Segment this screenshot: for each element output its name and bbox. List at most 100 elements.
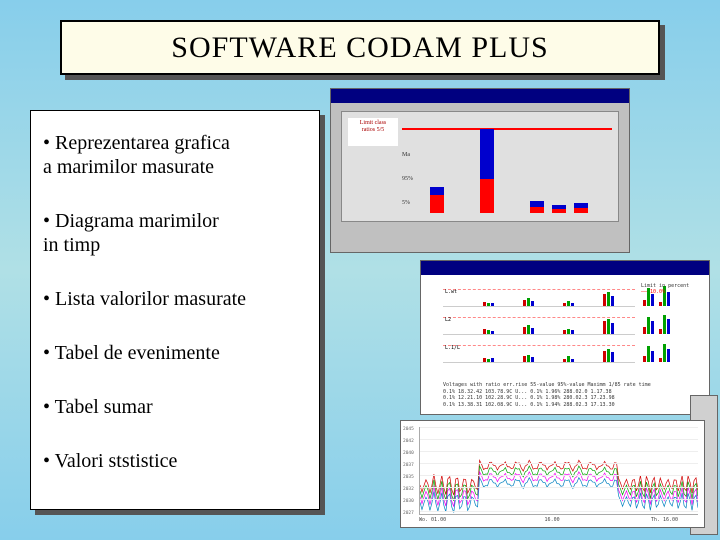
chart2-bar xyxy=(667,319,670,334)
chart2-bar xyxy=(603,351,606,362)
chart2-bar xyxy=(663,344,666,362)
chart2-bar xyxy=(531,301,534,306)
ytick: Ma xyxy=(402,152,432,158)
chart2-panel: L2 xyxy=(443,311,635,335)
bullet-item: • Valori ststistice xyxy=(43,449,309,473)
chart2-bar xyxy=(567,329,570,334)
chart2-bar xyxy=(643,300,646,306)
chart2-bar xyxy=(611,296,614,306)
ytick: 2045 xyxy=(403,427,414,432)
ytick: 2030 xyxy=(403,499,414,504)
chart1-bar xyxy=(480,129,494,213)
chart2-bar xyxy=(523,327,526,334)
chart2-bar xyxy=(527,325,530,334)
chart2-bar xyxy=(523,300,526,306)
chart1-limit-line xyxy=(402,128,612,130)
chart2-bar xyxy=(611,352,614,362)
ytick: 95% xyxy=(402,176,432,182)
chart2-bar xyxy=(523,356,526,362)
chart1-bar xyxy=(552,205,566,213)
chart2-bar xyxy=(487,359,490,362)
bullet-item: • Tabel de evenimente xyxy=(43,341,309,365)
chart2-bar xyxy=(667,349,670,362)
chart2-bar xyxy=(531,357,534,362)
chart2-bar xyxy=(651,321,654,334)
chart2-bar xyxy=(563,303,566,306)
chart2-bar xyxy=(563,359,566,362)
chart2-bar xyxy=(491,358,494,362)
chart1-legend: Limit class ratios 5/5 xyxy=(348,118,398,146)
bullet-item: • Reprezentarea grafica a marimilor masu… xyxy=(43,131,309,179)
ytick: 2027 xyxy=(403,511,414,516)
chart2-bar xyxy=(483,302,486,306)
chart2-bar xyxy=(647,346,650,362)
chart2-area: L.wt L2 L.1/L Limit in percent —— 10.0% Vo… xyxy=(425,277,705,410)
chart2-footer-text: Voltages with ratio err.rise 55-value 95… xyxy=(443,382,695,408)
chart2-bar xyxy=(563,330,566,334)
ytick: 2042 xyxy=(403,439,414,444)
chart2-bar xyxy=(607,292,610,306)
chart2-bar xyxy=(659,358,662,362)
title-box: SOFTWARE CODAM PLUS xyxy=(60,20,660,75)
chart2-bar xyxy=(663,315,666,334)
chart2-bar xyxy=(571,359,574,362)
chart2-bar xyxy=(651,351,654,362)
chart2-bar xyxy=(643,356,646,362)
chart2-bar xyxy=(531,328,534,334)
bullets-panel: • Reprezentarea grafica a marimilor masu… xyxy=(30,110,320,510)
chart2-bar xyxy=(571,330,574,334)
chart3-plot-area xyxy=(419,427,698,515)
xtick: 16.00 xyxy=(545,517,560,523)
chart2-bar xyxy=(659,329,662,334)
chart3-series xyxy=(420,460,698,495)
chart2-bar xyxy=(611,323,614,334)
chart3-series xyxy=(420,466,698,501)
label: —— 10.0% xyxy=(641,289,701,295)
chart2-bar xyxy=(647,317,650,334)
chart2-bar xyxy=(603,294,606,306)
ytick: 2035 xyxy=(403,475,414,480)
chart2-bar xyxy=(571,303,574,306)
chart2-bar xyxy=(567,356,570,362)
chart2-bar xyxy=(651,294,654,306)
chart2-bar xyxy=(643,327,646,334)
chart3-svg xyxy=(420,427,698,514)
xtick: Wo. 01.00 xyxy=(419,517,446,523)
chart3-xticks: Wo. 01.00 16.00 Th. 16.00 xyxy=(419,517,698,527)
chart3-yticks: 2045 2042 2040 2037 2035 2032 2030 2027 xyxy=(403,427,417,515)
chart2-panel: L.1/L xyxy=(443,339,635,363)
chart2-bar xyxy=(487,330,490,334)
chart2-bar xyxy=(483,329,486,334)
slide-title: SOFTWARE CODAM PLUS xyxy=(171,31,548,65)
ytick: 2037 xyxy=(403,463,414,468)
ytick: 5% xyxy=(402,200,432,206)
chart1-yaxis: Ma 95% 5% xyxy=(402,152,432,213)
screenshot-bar-chart: Limit class ratios 5/5 Ma 95% 5% xyxy=(330,88,630,253)
bullet-item: • Lista valorilor masurate xyxy=(43,287,309,311)
chart1-bar xyxy=(574,203,588,213)
chart1-plot-area: Limit class ratios 5/5 Ma 95% 5% xyxy=(341,111,619,222)
screenshot-multi-panel: L.wt L2 L.1/L Limit in percent —— 10.0% Vo… xyxy=(420,260,710,415)
chart2-bar xyxy=(527,355,530,362)
xtick: Th. 16.00 xyxy=(651,517,678,523)
ytick: 2040 xyxy=(403,451,414,456)
bullet-item: • Tabel sumar xyxy=(43,395,309,419)
chart2-bar xyxy=(491,303,494,306)
bullet-item: • Diagrama marimilor in timp xyxy=(43,209,309,257)
chart1-bar xyxy=(430,187,444,213)
chart2-bar xyxy=(567,301,570,306)
chart2-bar xyxy=(607,319,610,334)
chart2-bar xyxy=(659,302,662,306)
chart2-bar xyxy=(603,321,606,334)
chart2-bar xyxy=(607,349,610,362)
chart2-bar xyxy=(491,331,494,334)
chart2-panel: L.wt xyxy=(443,283,635,307)
window-titlebar xyxy=(331,89,629,103)
chart2-bar xyxy=(487,303,490,306)
ytick: 2032 xyxy=(403,487,414,492)
window-titlebar xyxy=(421,261,709,275)
chart2-right-labels: Limit in percent —— 10.0% xyxy=(641,283,701,295)
panel-label: L2 xyxy=(445,317,451,323)
screenshot-timeseries: 2045 2042 2040 2037 2035 2032 2030 2027 Wo. 01.… xyxy=(400,420,705,528)
chart1-bar xyxy=(530,201,544,213)
